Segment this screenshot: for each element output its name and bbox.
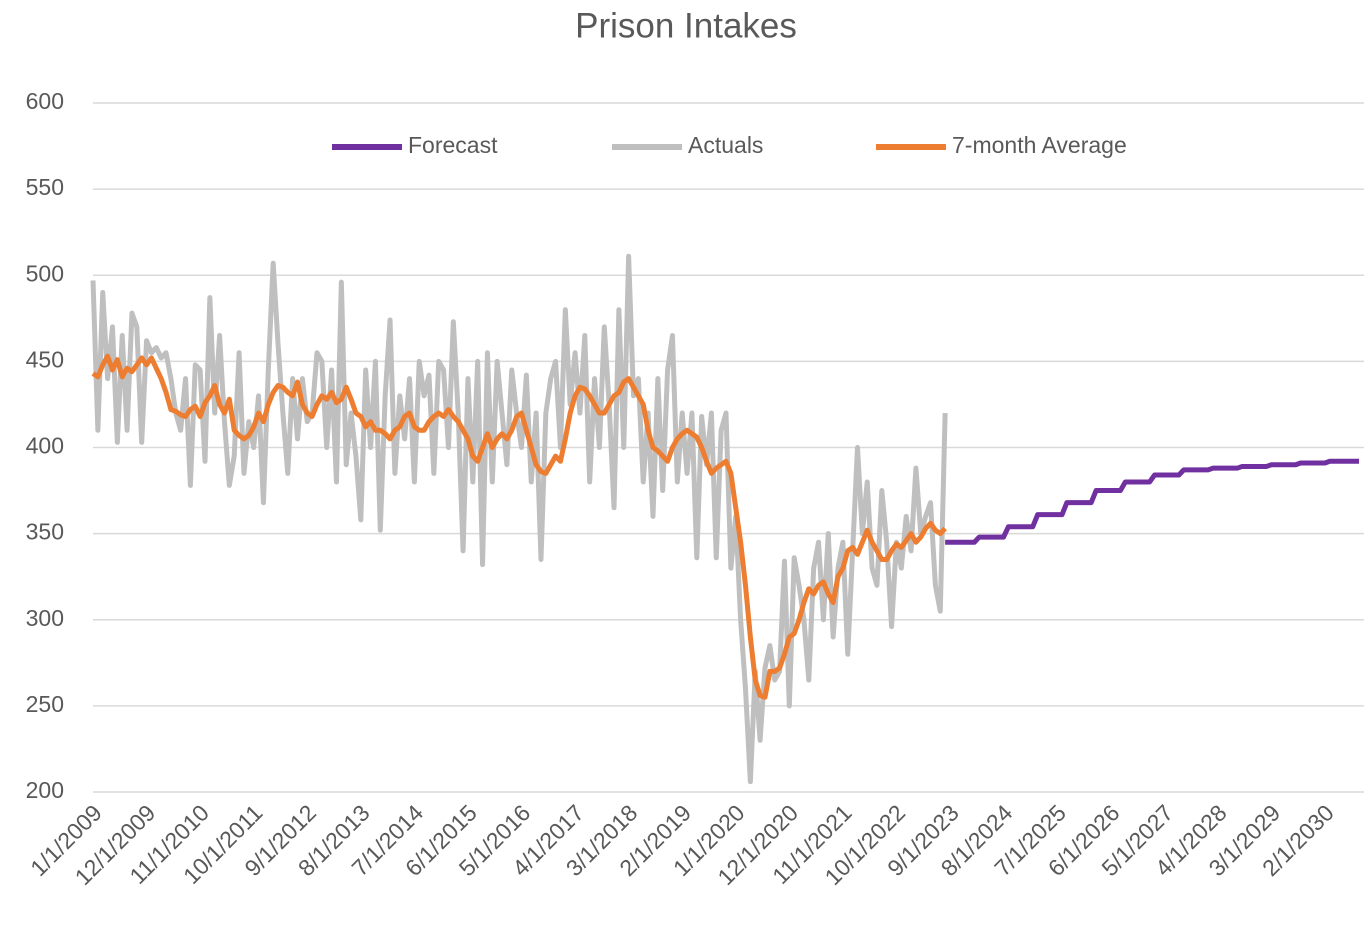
legend-label: 7-month Average [952, 132, 1127, 158]
chart-title: Prison Intakes [575, 6, 797, 45]
series-line [90, 253, 948, 785]
y-tick-label: 250 [26, 691, 64, 717]
y-tick-label: 450 [26, 346, 64, 372]
y-tick-label: 550 [26, 174, 64, 200]
legend-label: Actuals [688, 132, 763, 158]
series-line [945, 458, 1360, 545]
y-tick-label: 350 [26, 519, 64, 545]
y-tick-label: 400 [26, 433, 64, 459]
legend-label: Forecast [408, 132, 498, 158]
series-line [91, 353, 947, 700]
y-tick-label: 200 [26, 777, 64, 803]
y-tick-label: 500 [26, 260, 64, 286]
y-tick-label: 600 [26, 88, 64, 114]
y-tick-label: 300 [26, 605, 64, 631]
